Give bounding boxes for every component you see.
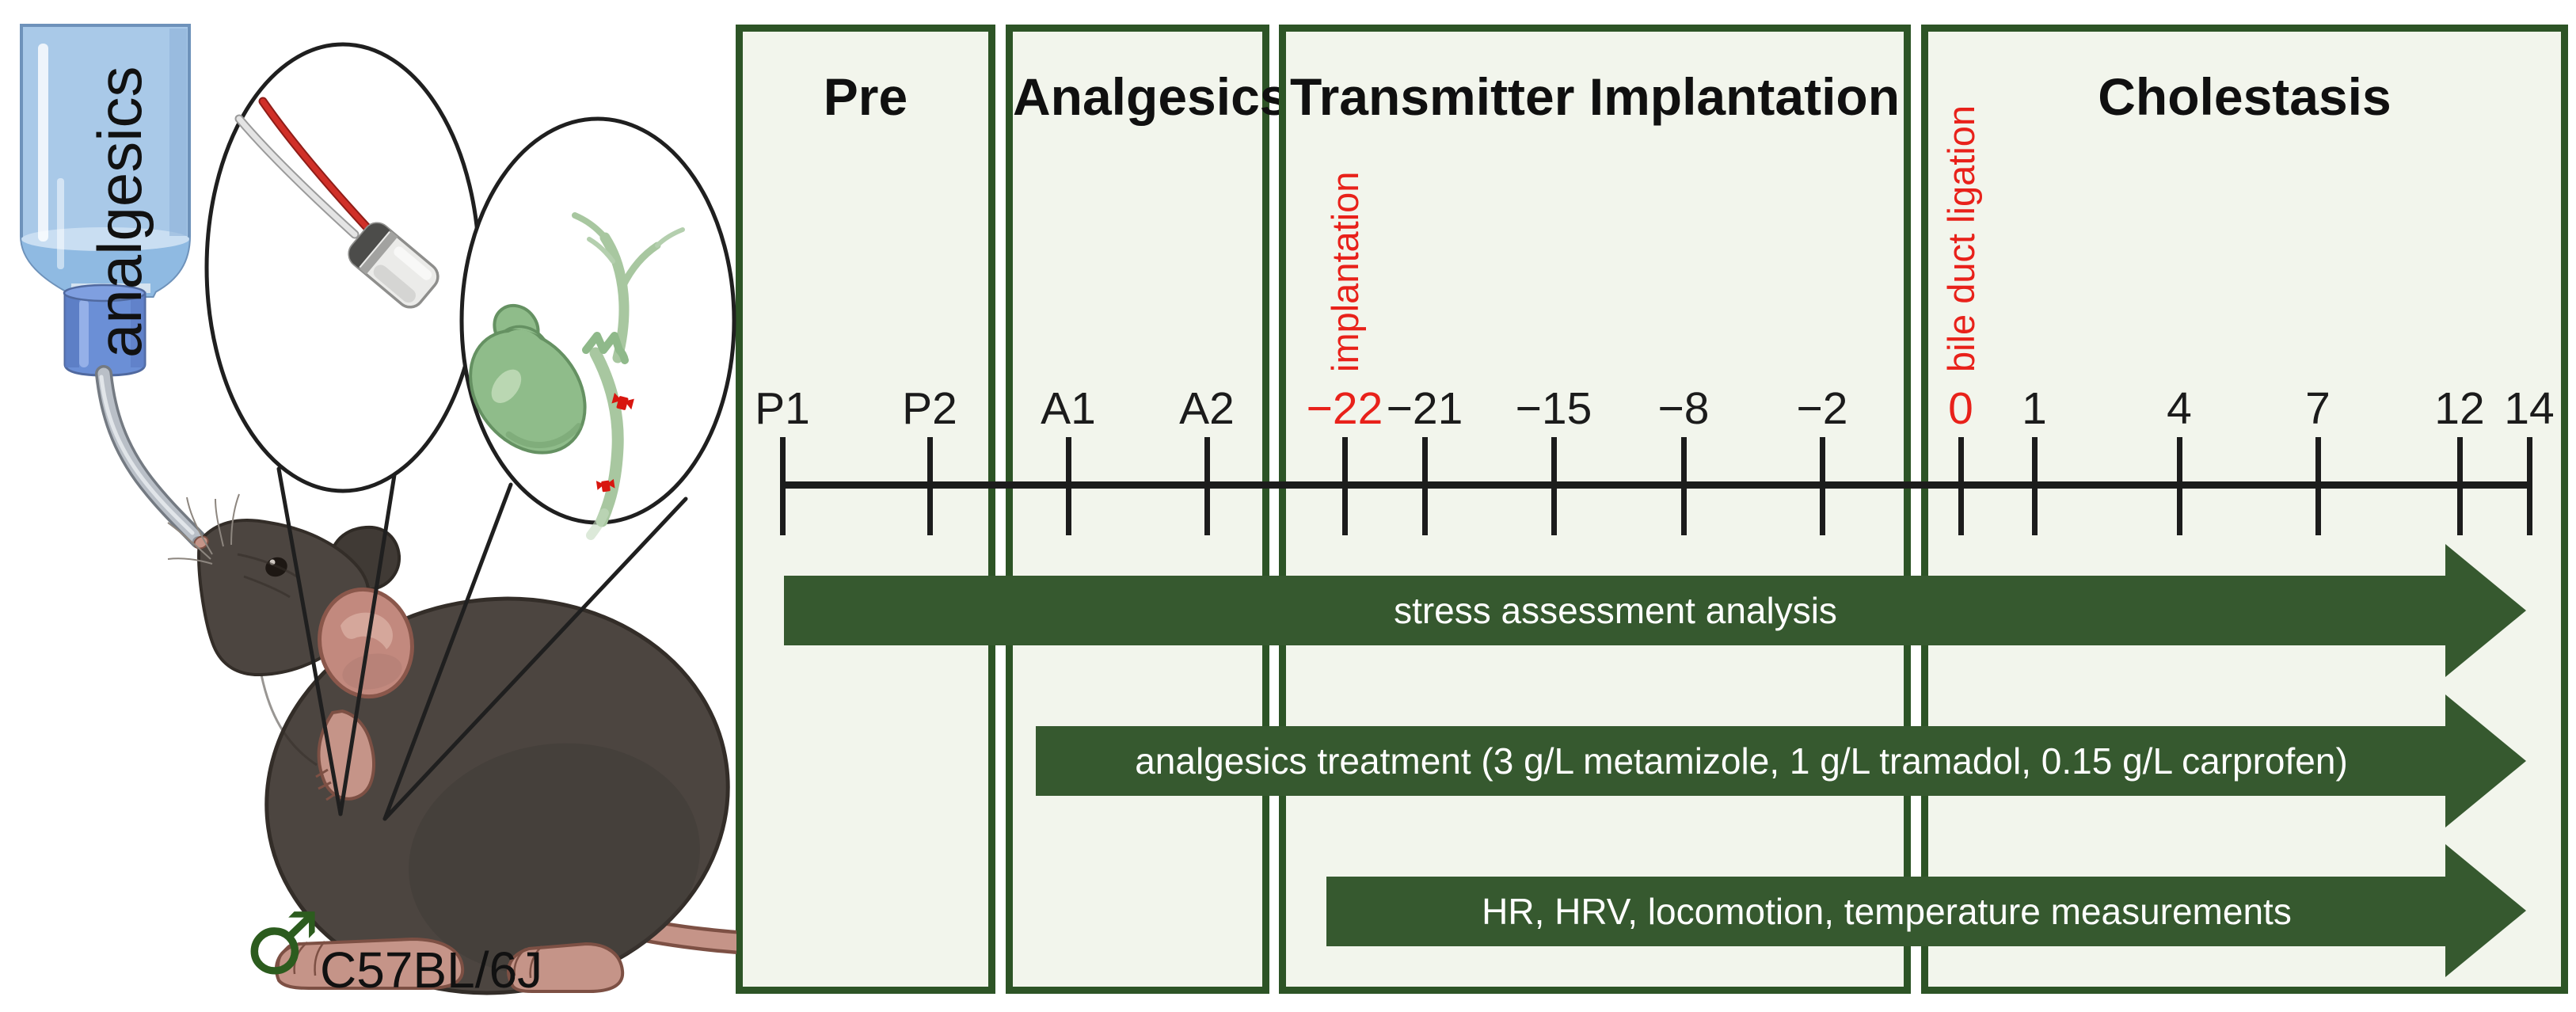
tick-label-m21: −21 bbox=[1386, 383, 1463, 434]
timeline-tick-p1 bbox=[780, 437, 786, 535]
timeline-tick-14 bbox=[2527, 437, 2532, 535]
timeline-tick-m2 bbox=[1820, 437, 1825, 535]
mouse-hind-feet bbox=[275, 937, 625, 993]
mouse-muzzle-lines bbox=[237, 553, 300, 599]
arrow-telemetry-measurements-label: HR, HRV, locomotion, temperature measure… bbox=[1482, 891, 2292, 932]
gallbladder bbox=[469, 303, 587, 455]
annotation-implantation: implantation bbox=[1324, 171, 1366, 372]
tick-label-p1: P1 bbox=[755, 383, 810, 434]
red-lead-wire bbox=[258, 97, 374, 234]
arrow-stress-assessment: stress assessment analysis bbox=[784, 576, 2447, 645]
tick-label-7: 7 bbox=[2305, 383, 2331, 434]
male-symbol-icon: ♂ bbox=[244, 895, 321, 994]
annotation-bile-duct-ligation: bile duct ligation bbox=[1940, 105, 1982, 372]
tick-label-12: 12 bbox=[2434, 383, 2485, 434]
mouse-tail bbox=[614, 915, 736, 955]
arrow-stress-assessment-label: stress assessment analysis bbox=[1394, 590, 1837, 631]
mouse-illustration bbox=[20, 24, 736, 995]
tick-label-4: 4 bbox=[2167, 383, 2192, 434]
tick-label-0: 0 bbox=[1948, 383, 1973, 434]
tick-label-m15: −15 bbox=[1515, 383, 1592, 434]
gallbladder-inset-circle bbox=[459, 116, 736, 540]
tick-label-m8: −8 bbox=[1657, 383, 1710, 434]
tick-label-a2: A2 bbox=[1179, 383, 1235, 434]
tick-label-m22: −22 bbox=[1306, 383, 1383, 434]
transmitter-device bbox=[348, 222, 439, 309]
timeline-tick-m22 bbox=[1342, 437, 1348, 535]
mouse-nose bbox=[193, 535, 209, 550]
bile-duct bbox=[572, 212, 685, 540]
bottle-label: analgesics bbox=[85, 66, 154, 358]
panel-transmitter-implantation: Transmitter Implantation bbox=[1279, 25, 1911, 994]
timeline-tick-a1 bbox=[1066, 437, 1071, 535]
panel-title-pre: Pre bbox=[823, 67, 908, 126]
mouse-rump-shade bbox=[409, 743, 700, 976]
transmitter-inset-circle bbox=[204, 42, 481, 493]
timeline-tick-4 bbox=[2177, 437, 2182, 535]
ligation-marks bbox=[595, 392, 634, 493]
arrow-analgesics-treatment: analgesics treatment (3 g/L metamizole, … bbox=[1036, 726, 2447, 796]
panel-title-transmitter-implantation: Transmitter Implantation bbox=[1289, 67, 1901, 126]
water-bottle bbox=[20, 24, 191, 298]
tick-label-m2: −2 bbox=[1796, 383, 1848, 434]
tick-label-p2: P2 bbox=[902, 383, 957, 434]
timeline-tick-1 bbox=[2032, 437, 2038, 535]
timeline-tick-12 bbox=[2457, 437, 2463, 535]
mouse-chest-line bbox=[260, 674, 318, 767]
timeline-tick-m15 bbox=[1551, 437, 1557, 535]
strain-label: C57BL/6J bbox=[320, 942, 543, 999]
sipper-tube bbox=[95, 365, 207, 549]
bottle-cap bbox=[63, 283, 146, 377]
panel-pre: Pre bbox=[736, 25, 995, 994]
timeline-tick-0 bbox=[1958, 437, 1964, 535]
callout-lines bbox=[276, 466, 688, 821]
mouse bbox=[167, 493, 736, 995]
panel-title-analgesics: Analgesics bbox=[1013, 67, 1289, 126]
timeline-tick-m21 bbox=[1422, 437, 1428, 535]
panel-analgesics: Analgesics bbox=[1006, 25, 1289, 994]
arrow-telemetry-measurements: HR, HRV, locomotion, temperature measure… bbox=[1326, 877, 2447, 946]
tick-label-14: 14 bbox=[2504, 383, 2555, 434]
arrow-stress-assessment-head-icon bbox=[2445, 544, 2526, 677]
tick-label-1: 1 bbox=[2022, 383, 2047, 434]
arrow-telemetry-measurements-head-icon bbox=[2445, 844, 2526, 977]
timeline-tick-7 bbox=[2315, 437, 2321, 535]
timeline-tick-a2 bbox=[1204, 437, 1210, 535]
panel-title-cholestasis: Cholestasis bbox=[2098, 67, 2391, 126]
tick-label-a1: A1 bbox=[1041, 383, 1096, 434]
mouse-whiskers bbox=[167, 493, 240, 565]
arrow-analgesics-treatment-head-icon bbox=[2445, 694, 2526, 827]
reference-lead-wire bbox=[234, 114, 360, 239]
timeline-tick-m8 bbox=[1681, 437, 1687, 535]
timeline-tick-p2 bbox=[927, 437, 933, 535]
arrow-analgesics-treatment-label: analgesics treatment (3 g/L metamizole, … bbox=[1135, 740, 2348, 782]
timeline-axis bbox=[780, 481, 2532, 489]
